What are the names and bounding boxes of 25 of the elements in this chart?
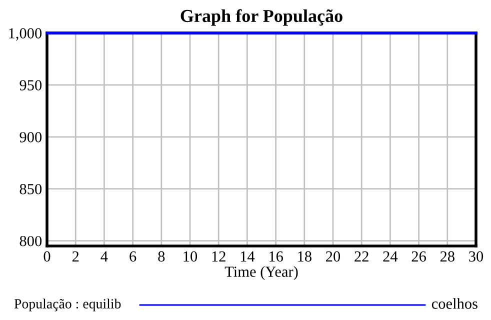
x-tick-label: 26 bbox=[412, 251, 426, 262]
x-tick-label: 16 bbox=[270, 251, 283, 262]
y-tick-label: 900 bbox=[20, 132, 42, 142]
x-tick-label: 0 bbox=[44, 251, 50, 262]
x-tick-label: 2 bbox=[72, 251, 79, 262]
x-tick-label: 6 bbox=[130, 251, 136, 262]
x-tick-label: 28 bbox=[440, 251, 454, 262]
y-tick-label: 800 bbox=[20, 236, 42, 246]
chart-title: Graph for População bbox=[180, 9, 342, 26]
text: População : equilib bbox=[14, 298, 121, 312]
x-tick-label: 10 bbox=[184, 251, 198, 262]
x-tick-label: 20 bbox=[326, 251, 340, 262]
x-tick-label: 30 bbox=[469, 251, 484, 262]
x-tick-label: 14 bbox=[240, 251, 255, 262]
x-tick-label: 8 bbox=[158, 251, 165, 262]
x-tick-label: 24 bbox=[383, 251, 398, 262]
text: coelhos bbox=[432, 298, 478, 309]
x-tick-label: 18 bbox=[298, 251, 312, 262]
y-tick-label: 850 bbox=[20, 184, 42, 194]
x-axis-title: Time (Year) bbox=[224, 266, 298, 280]
x-tick-label: 12 bbox=[212, 251, 226, 262]
y-tick-label: 1,000 bbox=[9, 28, 42, 41]
x-tick-label: 4 bbox=[100, 251, 108, 262]
y-tick-label: 950 bbox=[20, 80, 42, 90]
x-tick-label: 22 bbox=[354, 251, 368, 262]
